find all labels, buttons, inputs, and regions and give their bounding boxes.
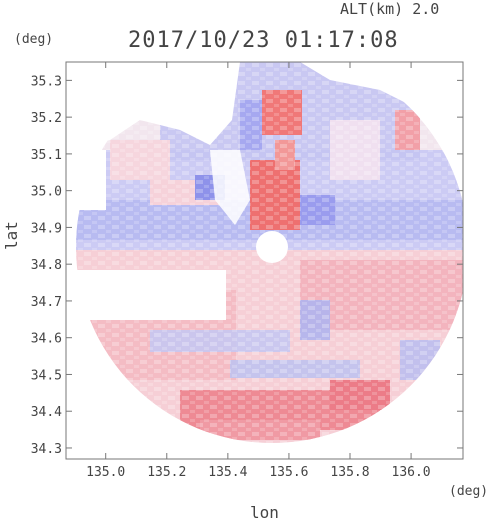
x-axis-unit: (deg)	[449, 484, 489, 499]
y-tick-label: 34.4	[31, 405, 62, 420]
y-tick-label: 34.3	[31, 442, 62, 457]
axis-ticks: 135.0 135.2 135.4 135.6 135.8 136.0 35.3 35.2 35…	[31, 62, 463, 480]
y-tick-label: 35.3	[31, 74, 62, 89]
y-tick-label: 34.6	[31, 332, 62, 347]
x-tick-label: 135.4	[208, 465, 247, 480]
x-tick-label: 135.8	[330, 465, 369, 480]
no-data-region	[66, 62, 240, 150]
altitude-label: ALT(km) 2.0	[340, 0, 440, 18]
y-tick-label: 34.5	[31, 368, 62, 383]
y-tick-label: 34.7	[31, 295, 62, 310]
x-axis-label: lon	[250, 503, 279, 522]
x-tick-label: 135.6	[269, 465, 308, 480]
x-tick-label: 135.2	[147, 465, 186, 480]
plot-frame	[65, 61, 464, 460]
y-tick-label: 34.9	[31, 221, 62, 236]
datetime-title: 2017/10/23 01:17:08	[128, 28, 399, 53]
y-axis-unit: (deg)	[14, 32, 54, 47]
no-data-region	[210, 150, 250, 225]
y-tick-label: 35.1	[31, 148, 62, 163]
x-tick-label: 135.0	[86, 465, 125, 480]
no-data-region	[300, 62, 463, 150]
no-data-region	[66, 270, 226, 320]
y-tick-label: 35.0	[31, 185, 62, 200]
y-tick-label: 35.2	[31, 111, 62, 126]
x-tick-label: 136.0	[392, 465, 431, 480]
radar-site-gap	[256, 231, 288, 263]
y-tick-label: 34.8	[31, 258, 62, 273]
no-data-region	[66, 150, 106, 210]
radar-echo-field	[66, 62, 463, 443]
